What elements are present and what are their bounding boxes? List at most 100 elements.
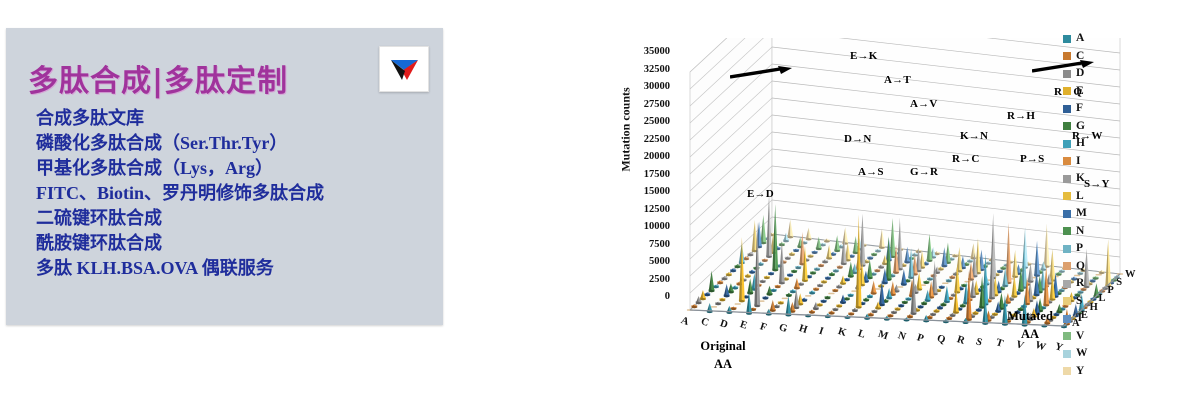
cone-G-to-D <box>793 288 800 310</box>
cone-I-to-E <box>836 303 843 308</box>
annotation-label: R→C <box>952 153 980 165</box>
legend-swatch-icon <box>1063 367 1071 376</box>
cone-C-to-F <box>723 283 730 298</box>
legend-swatch-icon <box>1063 174 1071 183</box>
y-axis-tick-labels: 35000 32500 30000 27500 25000 22500 20000 17500… <box>610 46 670 302</box>
cone-V-to-W <box>1077 271 1084 275</box>
cone-A-to-D <box>695 296 702 305</box>
y-axis-tick: 5000 <box>649 256 670 267</box>
legend-label: P <box>1076 242 1084 254</box>
cone-W-to-C <box>1044 317 1051 325</box>
cone-G-to-N <box>829 271 835 277</box>
cone-S-to-E <box>992 312 998 316</box>
right-trend-arrow-icon <box>1032 60 1094 73</box>
x-axis-title-2: AA <box>713 357 733 371</box>
legend-item-S[interactable]: S <box>1063 293 1115 311</box>
legend-item-Q[interactable]: Q <box>1063 258 1115 276</box>
annotation-label: K→N <box>960 130 989 142</box>
legend-label: E <box>1076 84 1084 97</box>
cone-H-to-N <box>847 261 854 278</box>
cone-C-to-W <box>783 232 789 243</box>
cone-G-to-L <box>821 279 827 284</box>
z-axis-tick-P: P <box>1107 285 1114 297</box>
cone-D-to-Y <box>805 227 812 241</box>
legend-item-M[interactable]: M <box>1063 205 1115 223</box>
cone-V-to-L <box>1049 273 1056 301</box>
cone-Y-to-S <box>1105 239 1112 288</box>
cone-W-to-F <box>1053 311 1060 317</box>
cone-R-to-F <box>975 307 982 312</box>
cone-L-to-M <box>900 268 907 286</box>
cone-D-to-N <box>772 204 779 272</box>
cone-F-to-S <box>826 244 833 260</box>
legend-swatch-icon <box>1063 104 1071 113</box>
cone-G-to-R <box>840 235 847 266</box>
cone-L-to-P <box>908 248 915 280</box>
cone-A-to-G <box>708 270 715 293</box>
legend-item-Y[interactable]: Y <box>1063 363 1115 381</box>
cone-L-to-E <box>875 301 882 310</box>
cone-A-to-V <box>760 214 767 245</box>
legend-item-E[interactable]: E <box>1063 83 1115 101</box>
legend-item-V[interactable]: V <box>1063 328 1115 346</box>
cone-W-to-T <box>1089 278 1096 283</box>
cone-A-to-E <box>700 290 706 301</box>
legend-item-A[interactable]: A <box>1063 30 1115 48</box>
cone-V-to-Y <box>1080 267 1087 273</box>
cone-D-to-R <box>784 256 791 260</box>
cone-L-to-I <box>889 281 896 297</box>
legend-item-T[interactable]: T <box>1063 310 1115 328</box>
legend-swatch-icon <box>1063 192 1071 201</box>
z-axis-tick-H: H <box>1089 301 1098 313</box>
legend-swatch-icon <box>1063 262 1071 271</box>
legend-item-P[interactable]: P <box>1063 240 1115 258</box>
legend-item-K[interactable]: K <box>1063 170 1115 188</box>
cone-E-to-I <box>774 284 781 289</box>
legend-item-W[interactable]: W <box>1063 345 1115 363</box>
promo-line: 二硫键环肽合成 <box>36 208 162 228</box>
legend-item-F[interactable]: F <box>1063 100 1115 118</box>
legend-item-L[interactable]: L <box>1063 188 1115 206</box>
cone-T-to-F <box>1014 309 1021 314</box>
cone-K-to-C <box>848 311 855 316</box>
legend-item-R[interactable]: R <box>1063 275 1115 293</box>
cone-K-to-R <box>896 217 903 271</box>
annotation-label: A→T <box>884 74 911 86</box>
legend-item-H[interactable]: H <box>1063 135 1115 153</box>
cone-P-to-W <box>985 261 992 265</box>
cone-F-to-L <box>802 245 808 283</box>
cone-K-to-D <box>852 307 858 313</box>
legend-label: H <box>1076 137 1085 149</box>
legend-swatch-icon <box>1063 87 1071 96</box>
y-axis-tick: 27500 <box>643 98 670 110</box>
y-axis-tick: 32500 <box>643 63 670 75</box>
annotation-label: R→W <box>1072 130 1103 142</box>
cone-E-to-Y <box>824 238 830 243</box>
legend-item-I[interactable]: I <box>1063 153 1115 171</box>
cone-L-to-C <box>867 312 874 317</box>
legend-item-D[interactable]: D <box>1063 65 1115 83</box>
triangle-arrow-logo-icon <box>391 60 418 80</box>
legend-item-N[interactable]: N <box>1063 223 1115 241</box>
legend-item-C[interactable]: C <box>1063 48 1115 66</box>
cone-T-to-E <box>1011 312 1018 317</box>
cone-I-to-F <box>840 294 846 305</box>
annotation-label: A→V <box>910 98 938 110</box>
legend-item-G[interactable]: G <box>1063 118 1115 136</box>
legend-label: T <box>1076 312 1084 324</box>
cone-V-to-I <box>1043 265 1050 307</box>
cone-K-to-G <box>863 297 870 302</box>
cone-Q-to-C <box>946 315 953 321</box>
cone-W-to-Q <box>1080 287 1087 291</box>
cone-S-to-F <box>995 301 1002 313</box>
cone-W-to-E <box>1050 315 1057 319</box>
cone-P-to-E <box>933 308 940 313</box>
cone-N-to-W <box>967 259 973 263</box>
annotation-label: A→S <box>858 166 884 178</box>
cone-Q-to-G <box>959 303 966 308</box>
cone-F-to-P <box>814 267 820 271</box>
cone-E-to-N <box>791 269 798 273</box>
legend-swatch-icon <box>1063 297 1071 306</box>
cone-F-to-C <box>769 299 776 312</box>
cone-Q-to-D <box>949 312 956 317</box>
